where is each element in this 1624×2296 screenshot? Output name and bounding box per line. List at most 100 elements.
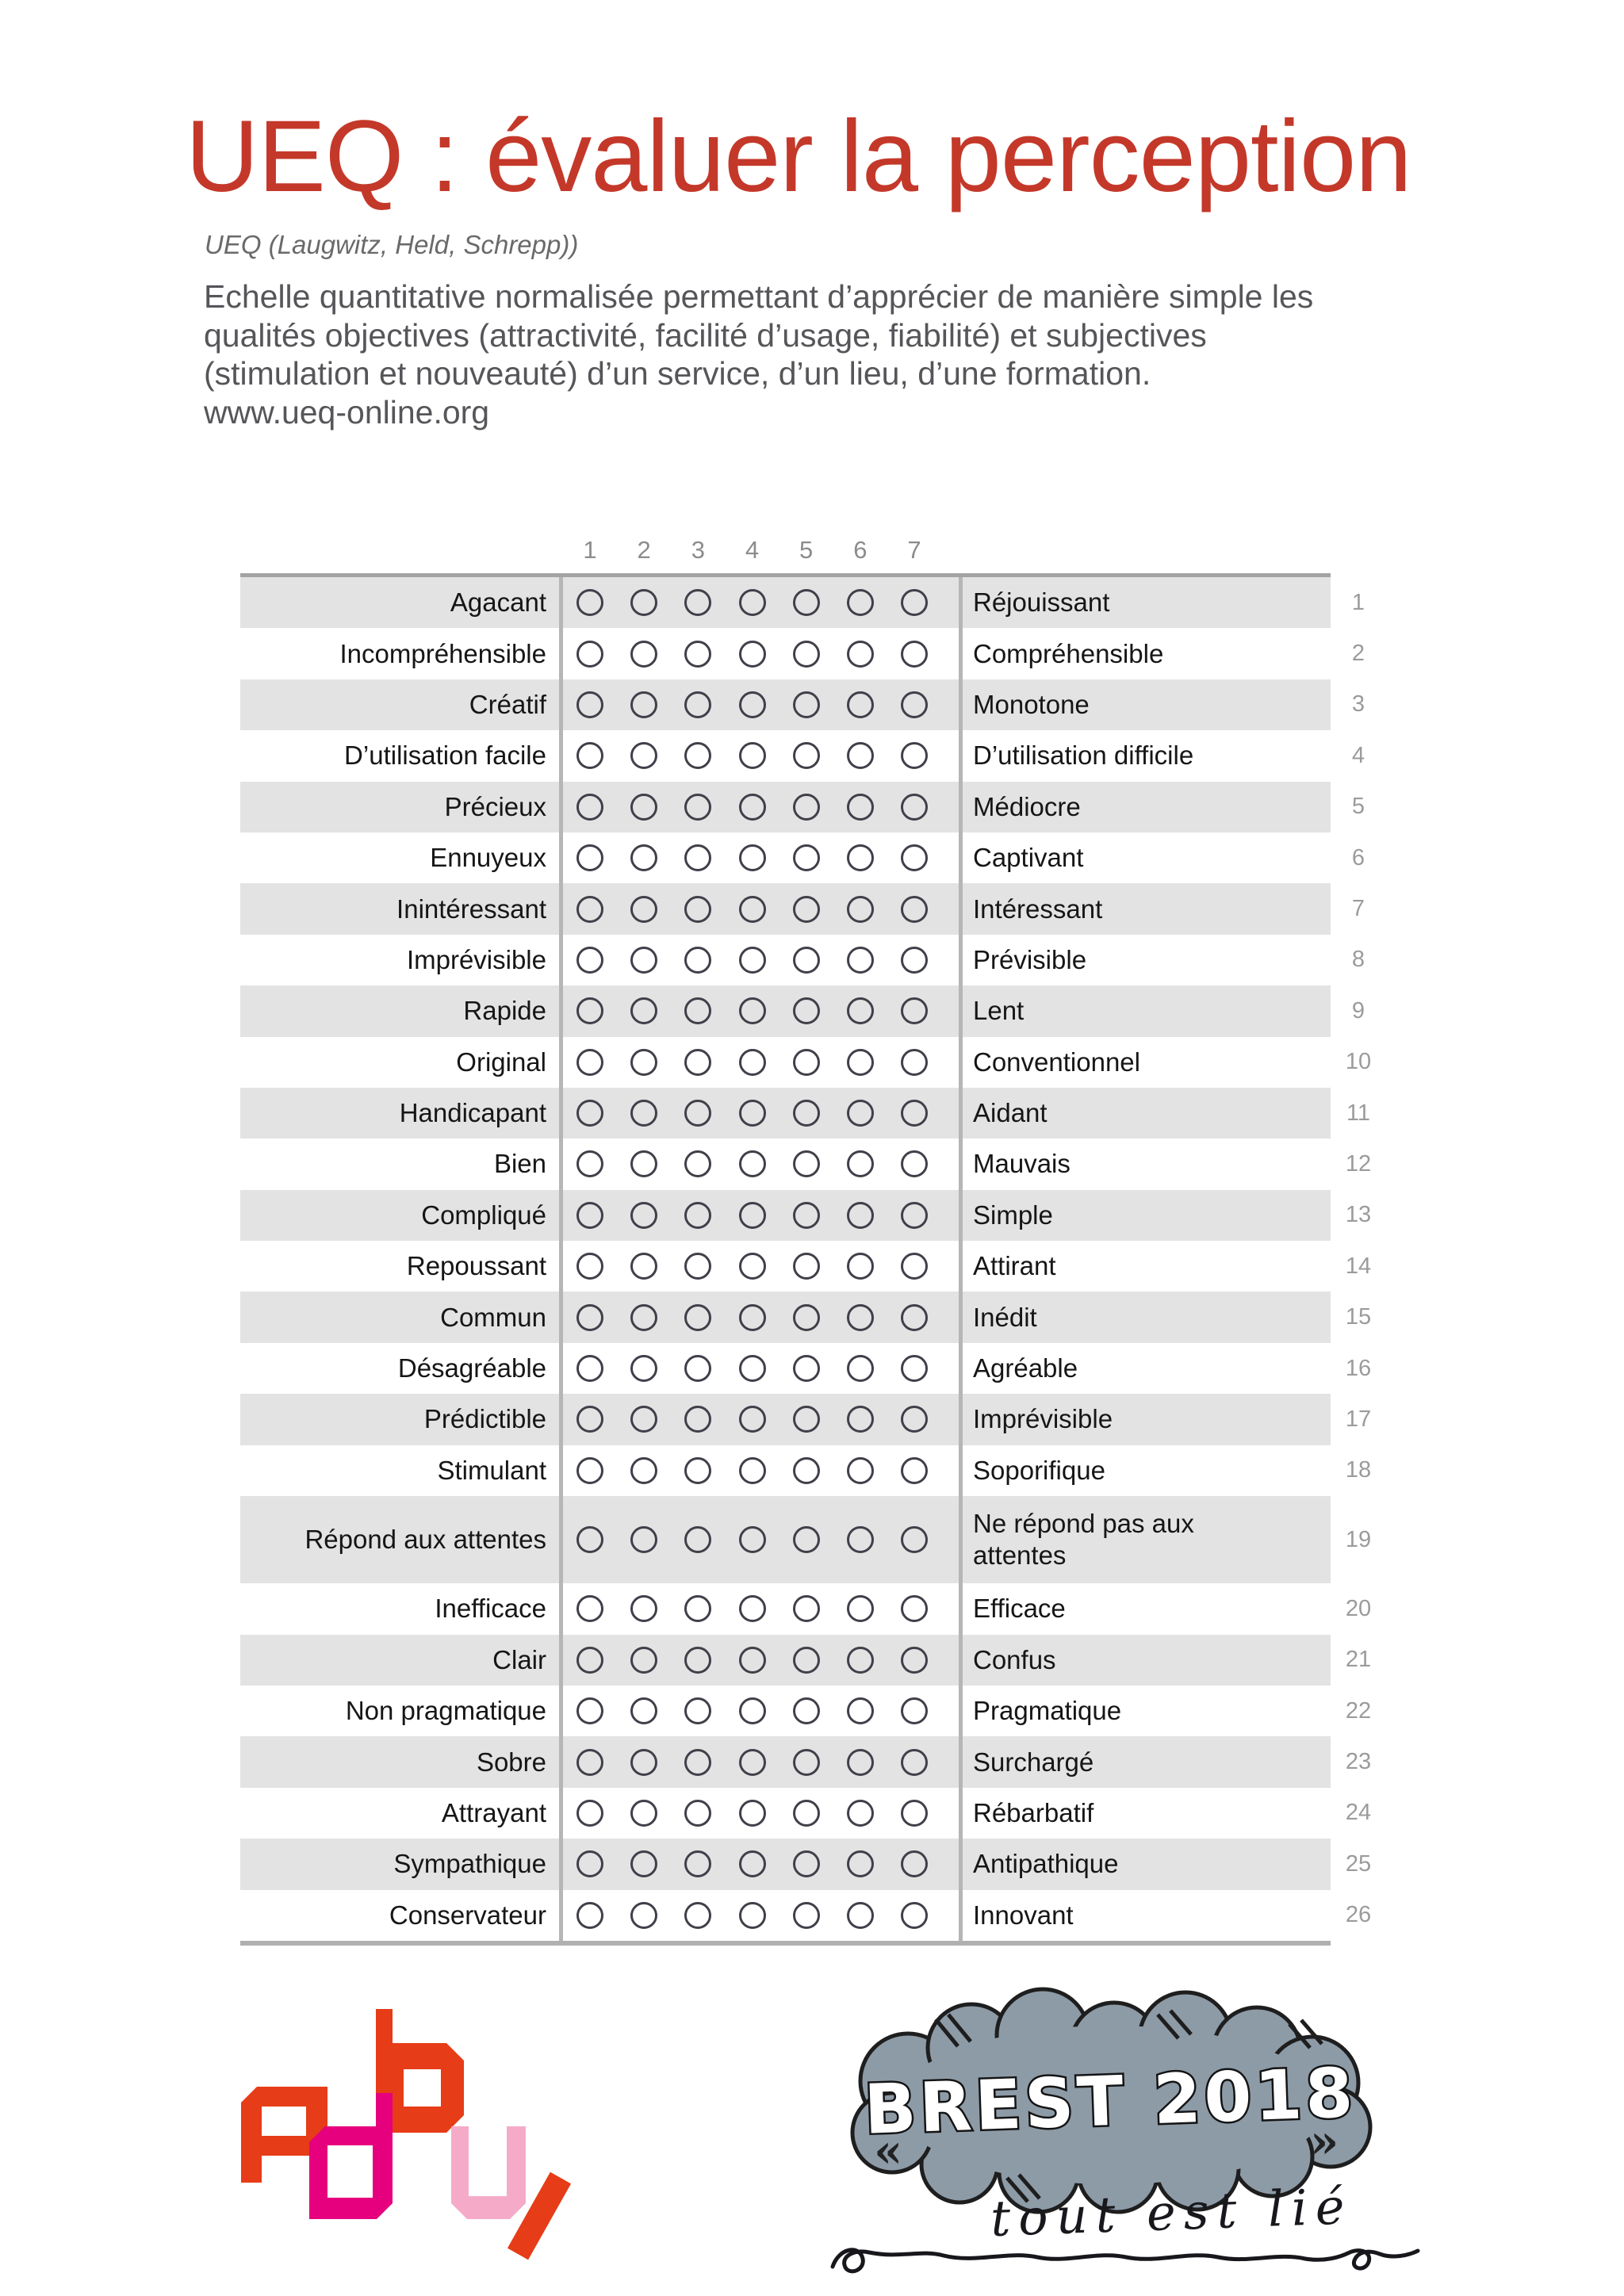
radio-button[interactable] <box>576 1100 603 1127</box>
radio-button[interactable] <box>738 1456 766 1484</box>
radio-button[interactable] <box>792 1799 820 1827</box>
radio-button[interactable] <box>576 1901 603 1929</box>
radio-button[interactable] <box>792 1595 820 1623</box>
radio-button[interactable] <box>738 1303 766 1331</box>
radio-button[interactable] <box>846 1526 874 1554</box>
radio-button[interactable] <box>846 1850 874 1878</box>
radio-button[interactable] <box>792 793 820 821</box>
radio-button[interactable] <box>846 1595 874 1623</box>
radio-button[interactable] <box>846 1048 874 1076</box>
radio-button[interactable] <box>630 1646 658 1674</box>
radio-button[interactable] <box>630 844 658 872</box>
radio-button[interactable] <box>792 1303 820 1331</box>
radio-button[interactable] <box>901 946 929 974</box>
radio-button[interactable] <box>684 1526 712 1554</box>
radio-button[interactable] <box>738 1150 766 1178</box>
radio-button[interactable] <box>901 1456 929 1484</box>
radio-button[interactable] <box>576 1748 603 1776</box>
radio-button[interactable] <box>576 1526 603 1554</box>
radio-button[interactable] <box>576 1646 603 1674</box>
radio-button[interactable] <box>630 1850 658 1878</box>
radio-button[interactable] <box>901 742 929 770</box>
radio-button[interactable] <box>576 793 603 821</box>
radio-button[interactable] <box>630 1355 658 1383</box>
radio-button[interactable] <box>684 946 712 974</box>
radio-button[interactable] <box>792 1901 820 1929</box>
radio-button[interactable] <box>738 1901 766 1929</box>
radio-button[interactable] <box>738 1100 766 1127</box>
radio-button[interactable] <box>846 1355 874 1383</box>
radio-button[interactable] <box>630 1150 658 1178</box>
radio-button[interactable] <box>630 1048 658 1076</box>
radio-button[interactable] <box>684 1748 712 1776</box>
radio-button[interactable] <box>684 1253 712 1280</box>
radio-button[interactable] <box>738 1201 766 1229</box>
radio-button[interactable] <box>846 1303 874 1331</box>
radio-button[interactable] <box>684 1901 712 1929</box>
radio-button[interactable] <box>792 946 820 974</box>
radio-button[interactable] <box>792 1526 820 1554</box>
radio-button[interactable] <box>792 742 820 770</box>
radio-button[interactable] <box>576 1595 603 1623</box>
radio-button[interactable] <box>901 895 929 923</box>
radio-button[interactable] <box>684 1048 712 1076</box>
radio-button[interactable] <box>901 1406 929 1433</box>
radio-button[interactable] <box>738 1748 766 1776</box>
radio-button[interactable] <box>901 1748 929 1776</box>
radio-button[interactable] <box>576 691 603 718</box>
radio-button[interactable] <box>738 895 766 923</box>
radio-button[interactable] <box>684 844 712 872</box>
radio-button[interactable] <box>576 997 603 1025</box>
radio-button[interactable] <box>576 742 603 770</box>
radio-button[interactable] <box>630 691 658 718</box>
radio-button[interactable] <box>792 1048 820 1076</box>
radio-button[interactable] <box>792 1100 820 1127</box>
radio-button[interactable] <box>901 1355 929 1383</box>
radio-button[interactable] <box>901 1253 929 1280</box>
radio-button[interactable] <box>576 589 603 617</box>
radio-button[interactable] <box>738 997 766 1025</box>
radio-button[interactable] <box>684 742 712 770</box>
radio-button[interactable] <box>901 1048 929 1076</box>
radio-button[interactable] <box>738 1406 766 1433</box>
radio-button[interactable] <box>684 1303 712 1331</box>
radio-button[interactable] <box>630 895 658 923</box>
radio-button[interactable] <box>630 1100 658 1127</box>
radio-button[interactable] <box>684 1406 712 1433</box>
radio-button[interactable] <box>630 946 658 974</box>
radio-button[interactable] <box>792 1456 820 1484</box>
radio-button[interactable] <box>792 640 820 668</box>
radio-button[interactable] <box>901 1100 929 1127</box>
radio-button[interactable] <box>846 997 874 1025</box>
radio-button[interactable] <box>684 997 712 1025</box>
radio-button[interactable] <box>684 1100 712 1127</box>
radio-button[interactable] <box>684 1646 712 1674</box>
radio-button[interactable] <box>738 691 766 718</box>
radio-button[interactable] <box>576 895 603 923</box>
radio-button[interactable] <box>846 640 874 668</box>
radio-button[interactable] <box>738 1697 766 1725</box>
radio-button[interactable] <box>684 589 712 617</box>
radio-button[interactable] <box>630 1303 658 1331</box>
radio-button[interactable] <box>846 1799 874 1827</box>
radio-button[interactable] <box>576 1253 603 1280</box>
radio-button[interactable] <box>846 1901 874 1929</box>
radio-button[interactable] <box>846 1201 874 1229</box>
radio-button[interactable] <box>792 589 820 617</box>
radio-button[interactable] <box>684 691 712 718</box>
radio-button[interactable] <box>630 1526 658 1554</box>
radio-button[interactable] <box>738 640 766 668</box>
radio-button[interactable] <box>576 844 603 872</box>
radio-button[interactable] <box>630 1697 658 1725</box>
radio-button[interactable] <box>846 895 874 923</box>
radio-button[interactable] <box>738 1253 766 1280</box>
radio-button[interactable] <box>738 1355 766 1383</box>
radio-button[interactable] <box>846 742 874 770</box>
radio-button[interactable] <box>846 1697 874 1725</box>
radio-button[interactable] <box>901 997 929 1025</box>
radio-button[interactable] <box>792 1150 820 1178</box>
radio-button[interactable] <box>901 691 929 718</box>
radio-button[interactable] <box>792 1201 820 1229</box>
radio-button[interactable] <box>684 1595 712 1623</box>
radio-button[interactable] <box>792 844 820 872</box>
